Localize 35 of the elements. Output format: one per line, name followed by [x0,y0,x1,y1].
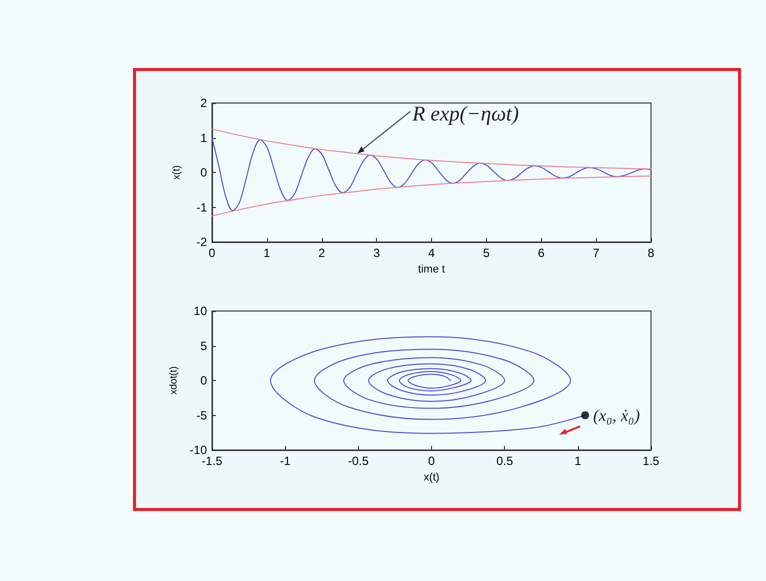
x-tick-label: 1 [574,454,582,468]
x-tick-label: 7 [592,246,600,260]
y-tick-label: 2 [200,96,208,110]
x-tick-label: 0 [208,246,216,260]
x-tick-label: -1 [280,454,291,468]
x-tick-label: 4 [428,246,436,260]
y-tick-label: 10 [194,304,208,318]
y-tick-label: -1 [196,200,208,214]
x-tick-label: 3 [373,246,380,260]
y-axis-title: x(t) [172,165,182,180]
x-tick-label: 8 [648,246,655,260]
y-tick-label: -10 [190,443,208,457]
x-axis-title: time t [418,264,445,276]
y-tick-label: 0 [200,166,208,180]
x-tick-label: 6 [538,246,545,260]
x-tick-label: 0.5 [496,454,514,468]
line-series [212,128,652,170]
line-series [212,175,652,216]
x-tick-label: -1.5 [202,454,223,468]
y-tick-label: 0 [200,374,208,388]
x-tick-label: 2 [318,246,326,260]
x-tick-label: 1.5 [642,454,660,468]
annotation: (x₀, ẋ₀) [593,406,640,425]
y-tick-label: 1 [200,130,208,145]
y-tick-label: -5 [196,408,208,422]
x-axis-title: x(t) [424,472,440,484]
x-tick-label: 0 [428,454,436,468]
x-tick-label: 1 [264,246,271,260]
y-tick-label: 5 [200,338,208,353]
y-axis-title: xdot(t) [168,366,180,395]
x-tick-label: 5 [483,246,490,260]
line-series [212,137,652,212]
x-tick-label: -0.5 [348,454,369,468]
annotation: R exp(−ηωt) [411,101,519,126]
y-tick-label: -2 [196,235,208,249]
